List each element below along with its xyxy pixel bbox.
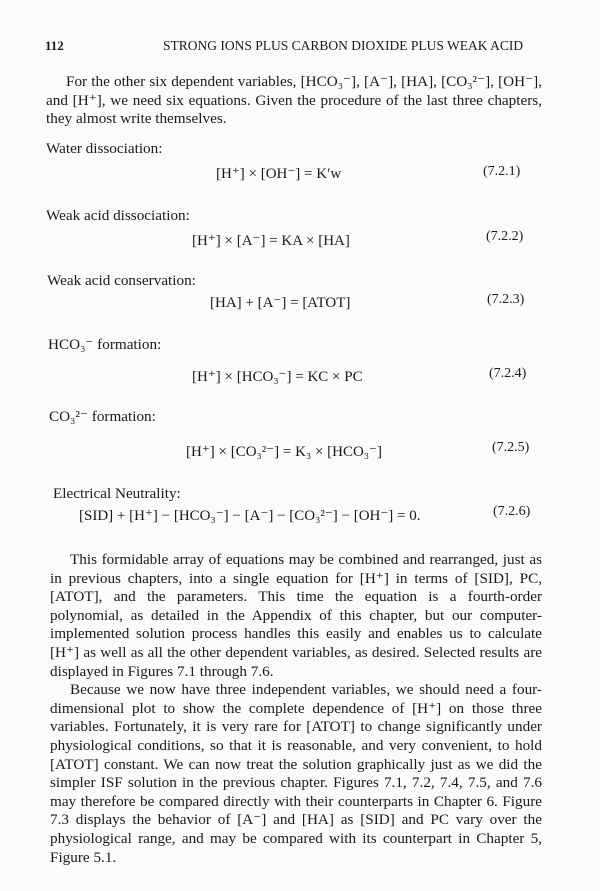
intro-text: For the other six dependent variables, [… [46,73,542,128]
intro-paragraph: For the other six dependent variables, [… [46,73,542,129]
equation-label-co3-formation: CO₃²⁻ formation: [49,408,156,425]
equation-number: (7.2.5) [492,440,530,455]
equation-number: (7.2.6) [493,504,531,519]
equation-7-2-4: [H⁺] × [HCO₃⁻] = KC × PC [192,369,363,385]
equation-label-electrical-neutrality: Electrical Neutrality: [53,485,181,502]
equation-7-2-2: [H⁺] × [A⁻] = KA × [HA] [192,233,350,249]
equation-label-weak-acid-conservation: Weak acid conservation: [47,272,196,289]
equation-7-2-5: [H⁺] × [CO₃²⁻] = K₃ × [HCO₃⁻] [186,444,382,460]
equation-label-hco3-formation: HCO₃⁻ formation: [48,336,162,353]
equation-number: (7.2.2) [486,229,524,244]
equation-label-water: Water dissociation: [46,140,163,157]
running-title: STRONG IONS PLUS CARBON DIOXIDE PLUS WEA… [163,38,524,53]
equation-7-2-1: [H⁺] × [OH⁻] = K′w [216,166,342,182]
body-paragraph: This formidable array of equations may b… [50,551,542,680]
equation-7-2-6: [SID] + [H⁺] − [HCO₃⁻] − [A⁻] − [CO₃²⁻] … [79,508,421,524]
equation-label-weak-acid-dissociation: Weak acid dissociation: [46,207,190,224]
equation-7-2-3: [HA] + [A⁻] = [ATOT] [210,295,351,311]
page-number: 112 [45,38,64,53]
body-text: This formidable array of equations may b… [50,551,542,867]
body-paragraph: Because we now have three independent va… [50,681,542,866]
equation-number: (7.2.1) [483,164,521,179]
equation-number: (7.2.3) [487,292,525,307]
equation-number: (7.2.4) [489,366,527,381]
